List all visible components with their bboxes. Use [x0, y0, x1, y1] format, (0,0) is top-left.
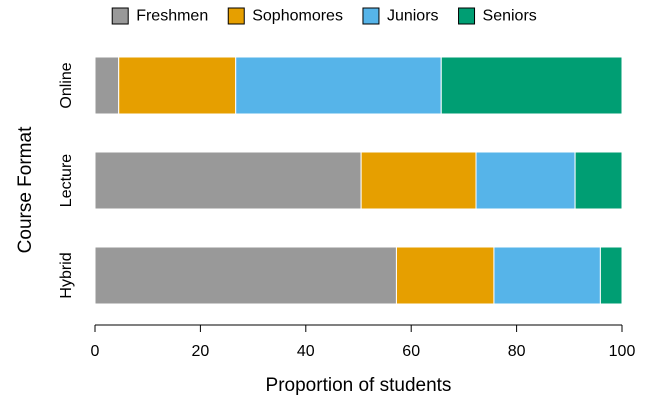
legend-item-freshmen: Freshmen [111, 7, 208, 25]
legend-item-sophomores: Sophomores [227, 7, 343, 25]
bar-online-sophomores [118, 56, 237, 115]
bar-lecture-sophomores [360, 151, 477, 210]
x-tick-label: 20 [192, 343, 210, 360]
x-tick-label: 40 [297, 343, 315, 360]
category-label-hybrid: Hybrid [58, 252, 75, 298]
legend: Freshmen Sophomores Juniors Seniors [111, 7, 537, 25]
bar-hybrid-seniors [599, 246, 623, 305]
x-tick-label: 0 [91, 343, 100, 360]
legend-swatch [458, 7, 476, 25]
legend-label: Freshmen [136, 8, 208, 25]
bar-hybrid-sophomores [395, 246, 495, 305]
legend-swatch [111, 7, 129, 25]
x-tick-label: 60 [402, 343, 420, 360]
bar-online-seniors [440, 56, 623, 115]
bar-online-juniors [235, 56, 442, 115]
x-axis-title: Proportion of students [266, 375, 452, 396]
x-tick-label: 100 [609, 343, 636, 360]
legend-item-seniors: Seniors [458, 7, 537, 25]
bar-lecture-juniors [475, 151, 576, 210]
y-axis-category-labels: Online Lecture Hybrid [58, 62, 75, 298]
bar-hybrid-freshmen [94, 246, 397, 305]
bar-lecture-seniors [574, 151, 623, 210]
legend-swatch [227, 7, 245, 25]
category-label-online: Online [58, 62, 75, 108]
x-axis: 0 20 40 60 80 100 [91, 324, 636, 360]
legend-label: Sophomores [252, 8, 343, 25]
y-axis-title: Course Format [15, 126, 36, 253]
category-label-lecture: Lecture [58, 154, 75, 207]
legend-item-juniors: Juniors [362, 7, 439, 25]
legend-label: Seniors [483, 8, 537, 25]
legend-label: Juniors [387, 8, 439, 25]
bar-hybrid-juniors [493, 246, 601, 305]
legend-swatch [362, 7, 380, 25]
bar-lecture-freshmen [94, 151, 362, 210]
x-tick-label: 80 [508, 343, 526, 360]
bars [94, 56, 623, 305]
bar-online-freshmen [94, 56, 120, 115]
